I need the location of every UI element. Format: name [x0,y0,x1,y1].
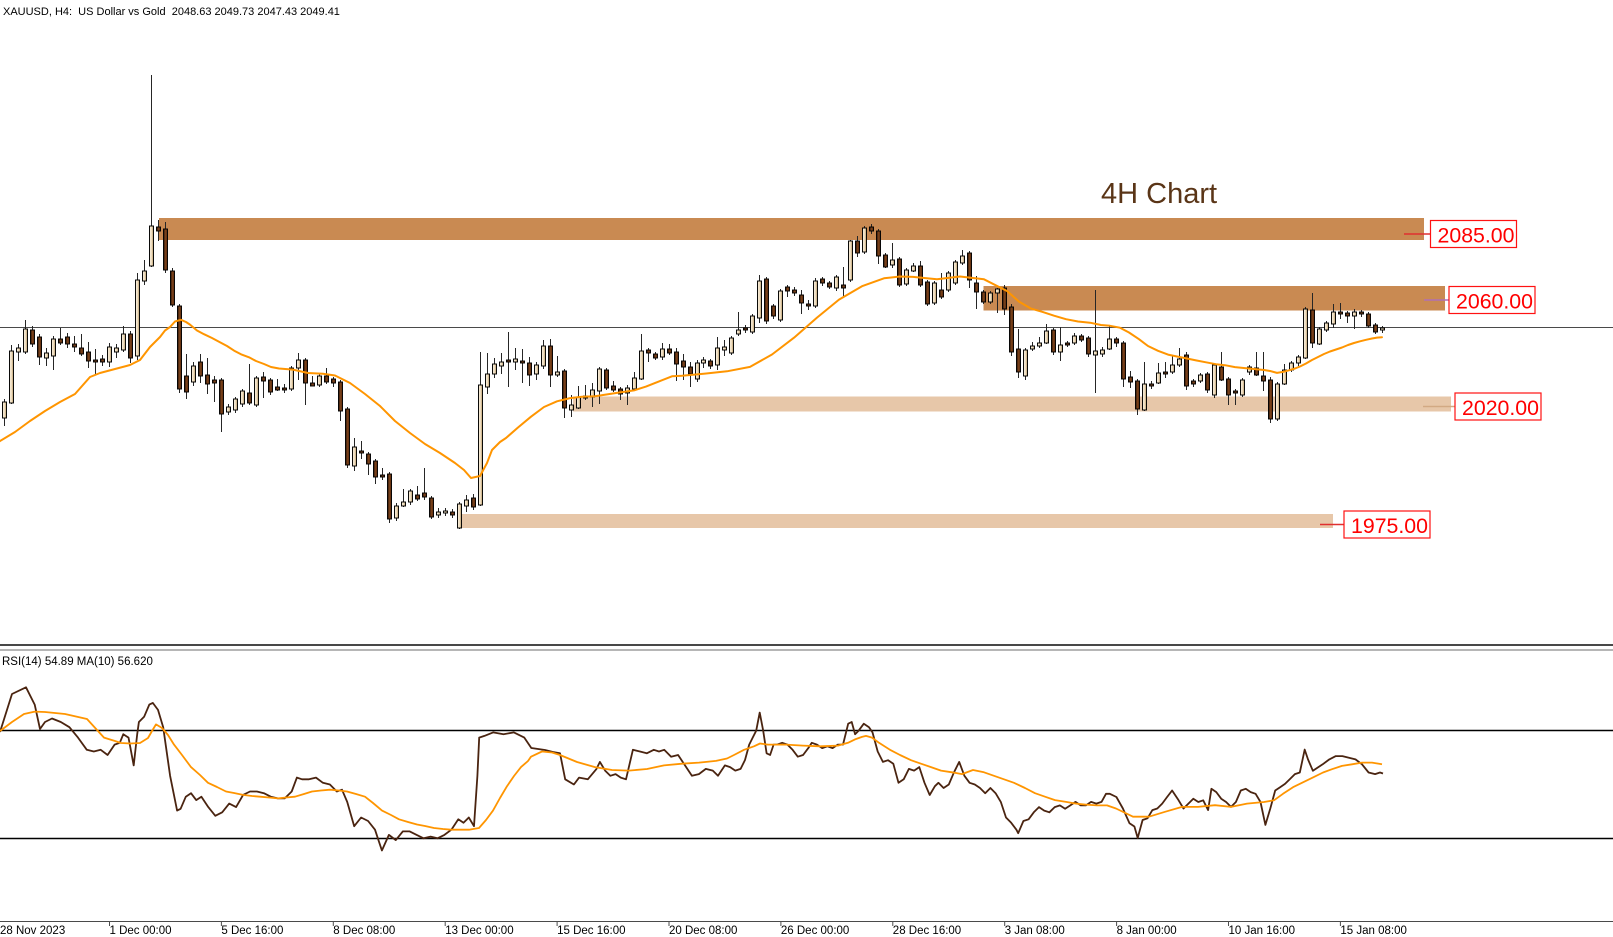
svg-text:28 Nov 2023: 28 Nov 2023 [0,925,65,937]
svg-text:1 Dec 00:00: 1 Dec 00:00 [110,925,172,937]
svg-text:2020.00: 2020.00 [1462,396,1539,420]
svg-text:28 Dec 16:00: 28 Dec 16:00 [893,925,961,937]
svg-text:15 Dec 16:00: 15 Dec 16:00 [557,925,625,937]
svg-text:3 Jan 08:00: 3 Jan 08:00 [1005,925,1065,937]
svg-text:1975.00: 1975.00 [1351,514,1428,538]
svg-text:RSI(14) 54.89 MA(10) 56.620: RSI(14) 54.89 MA(10) 56.620 [2,656,153,668]
svg-text:2060.00: 2060.00 [1456,290,1533,314]
svg-text:2085.00: 2085.00 [1438,224,1515,248]
svg-text:XAUUSD, H4: US Dollar vs Gold: XAUUSD, H4: US Dollar vs Gold 2048.63 20… [3,6,340,18]
svg-text:5 Dec 16:00: 5 Dec 16:00 [221,925,283,937]
svg-text:13 Dec 00:00: 13 Dec 00:00 [445,925,513,937]
svg-text:15 Jan 08:00: 15 Jan 08:00 [1340,925,1407,937]
svg-text:20 Dec 08:00: 20 Dec 08:00 [669,925,737,937]
svg-text:8 Dec 08:00: 8 Dec 08:00 [333,925,395,937]
svg-text:10 Jan 16:00: 10 Jan 16:00 [1229,925,1296,937]
svg-text:26 Dec 00:00: 26 Dec 00:00 [781,925,849,937]
svg-text:8 Jan 00:00: 8 Jan 00:00 [1117,925,1177,937]
svg-text:4H Chart: 4H Chart [1101,178,1217,210]
